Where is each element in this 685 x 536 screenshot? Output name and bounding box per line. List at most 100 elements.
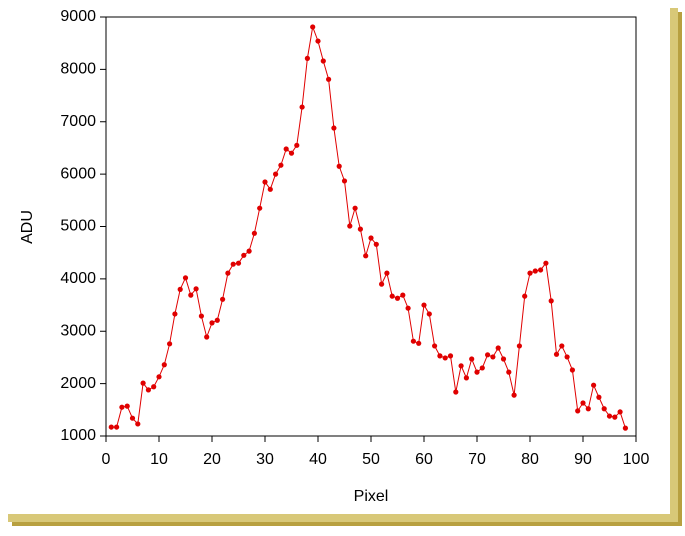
data-point (220, 296, 226, 302)
x-tick-label: 0 (102, 451, 111, 468)
x-tick-label: 20 (203, 451, 221, 468)
data-point (548, 298, 554, 304)
data-point (182, 275, 189, 281)
data-point (479, 365, 485, 371)
data-point (214, 317, 220, 323)
data-point (384, 270, 390, 276)
data-point (469, 356, 475, 362)
data-point (198, 313, 204, 319)
y-tick-label: 1000 (60, 427, 96, 444)
data-point (591, 382, 597, 388)
data-point (129, 415, 136, 421)
data-point (368, 235, 374, 241)
data-point (288, 150, 295, 156)
data-point (543, 260, 549, 266)
data-point (447, 353, 454, 359)
data-point (363, 253, 369, 259)
y-axis-title: ADU (19, 210, 36, 244)
x-tick-label: 60 (415, 451, 433, 468)
data-point (622, 425, 629, 431)
data-point (225, 270, 231, 276)
data-point (453, 389, 459, 395)
x-axis-title: Pixel (354, 488, 389, 505)
y-tick-label: 4000 (60, 270, 96, 287)
y-tick-label: 2000 (60, 375, 96, 392)
data-point (569, 367, 576, 373)
data-point (119, 404, 125, 410)
data-point (458, 363, 464, 369)
data-point (522, 293, 528, 299)
data-point (326, 76, 332, 82)
data-point (257, 205, 263, 211)
x-tick-label: 40 (309, 451, 327, 468)
data-point (538, 267, 544, 273)
data-point (474, 369, 480, 375)
data-point (580, 400, 586, 406)
data-point (575, 408, 581, 414)
data-point (617, 409, 623, 415)
data-point (172, 311, 178, 317)
data-point (167, 341, 173, 347)
data-point (278, 162, 284, 168)
data-point (400, 292, 406, 298)
data-point (527, 270, 533, 276)
data-point (336, 163, 342, 169)
data-point (246, 248, 252, 254)
data-point (135, 421, 141, 427)
data-point (373, 241, 379, 247)
data-point (601, 406, 607, 412)
data-point (320, 58, 326, 64)
x-tick-label: 30 (256, 451, 274, 468)
data-point (432, 343, 438, 349)
data-point (315, 38, 321, 44)
data-point (394, 295, 401, 301)
data-point (262, 179, 268, 185)
data-point (304, 55, 310, 61)
data-point (235, 260, 242, 266)
data-point (204, 334, 210, 340)
data-point (500, 356, 507, 362)
data-point (506, 369, 512, 375)
x-tick-label: 70 (468, 451, 486, 468)
data-point (161, 362, 167, 368)
data-point (299, 104, 305, 110)
data-point (230, 261, 236, 267)
data-point (585, 406, 591, 412)
data-point (273, 171, 279, 177)
data-point (267, 186, 273, 192)
y-tick-label: 9000 (60, 8, 96, 25)
x-tick-label: 50 (362, 451, 380, 468)
data-point (209, 320, 215, 326)
y-tick-label: 7000 (60, 113, 96, 130)
data-point (357, 226, 363, 232)
data-point (124, 403, 130, 409)
x-tick-label: 100 (623, 451, 650, 468)
y-tick-label: 3000 (60, 322, 96, 339)
data-point (437, 353, 443, 359)
panel (0, 0, 670, 514)
data-point (241, 252, 247, 258)
data-point (421, 302, 427, 308)
data-point (352, 205, 358, 211)
data-point (516, 343, 523, 349)
data-point (177, 286, 183, 292)
data-point (341, 178, 348, 184)
data-point (151, 384, 157, 390)
data-point (140, 380, 146, 386)
data-point (283, 146, 289, 152)
data-point (405, 305, 411, 311)
data-point (193, 286, 199, 292)
data-point (564, 354, 570, 360)
y-tick-label: 6000 (60, 165, 96, 182)
x-tick-label: 10 (150, 451, 168, 468)
data-point (612, 414, 618, 420)
data-point (495, 345, 501, 351)
data-point (251, 230, 257, 236)
data-point (188, 292, 194, 298)
data-point (511, 392, 517, 398)
data-point (553, 351, 560, 357)
y-tick-label: 8000 (60, 61, 96, 78)
data-point (389, 293, 395, 299)
data-point (379, 281, 385, 287)
